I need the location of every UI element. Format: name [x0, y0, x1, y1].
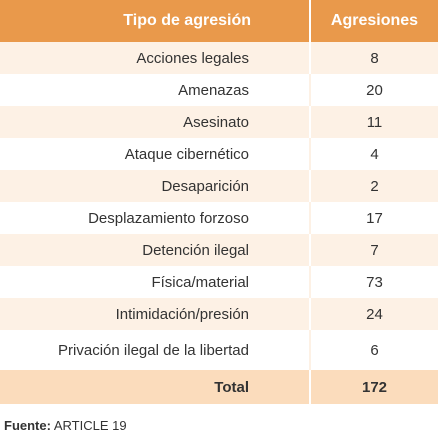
aggression-count: 6 [309, 330, 438, 370]
table-row: Asesinato 11 [0, 106, 438, 138]
source-note: Fuente: ARTICLE 19 [4, 418, 127, 433]
aggression-count: 20 [309, 74, 438, 106]
aggression-count: 8 [309, 42, 438, 74]
aggression-count: 24 [309, 298, 438, 330]
header-row: Tipo de agresión Agresiones [0, 0, 438, 42]
table-row: Ataque cibernético 4 [0, 138, 438, 170]
table-row: Amenazas 20 [0, 74, 438, 106]
aggression-type: Desaparición [0, 170, 310, 202]
table-body: Acciones legales 8 Amenazas 20 Asesinato 11 At… [0, 42, 438, 404]
table-row: Detención ilegal 7 [0, 234, 438, 266]
table-row: Intimidación/presión 24 [0, 298, 438, 330]
total-label: Total [0, 370, 310, 404]
table-row: Privación ilegal de la libertad 6 [0, 330, 438, 370]
aggression-type: Acciones legales [0, 42, 310, 74]
table-row: Desplazamiento forzoso 17 [0, 202, 438, 234]
aggression-type: Asesinato [0, 106, 310, 138]
source-text: ARTICLE 19 [53, 418, 127, 433]
header-cell: Tipo de agresión [0, 0, 310, 42]
aggression-count: 11 [309, 106, 438, 138]
source-label: Fuente: [4, 418, 51, 433]
header-cell: Agresiones [309, 0, 438, 42]
aggression-count: 4 [309, 138, 438, 170]
aggression-table: Tipo de agresión Agresiones Acciones leg… [0, 0, 438, 404]
aggression-count: 73 [309, 266, 438, 298]
table-row: Desaparición 2 [0, 170, 438, 202]
aggression-type: Detención ilegal [0, 234, 310, 266]
aggression-count: 2 [309, 170, 438, 202]
aggression-type: Amenazas [0, 74, 310, 106]
aggression-type: Intimidación/presión [0, 298, 310, 330]
table-row: Acciones legales 8 [0, 42, 438, 74]
aggression-type: Física/material [0, 266, 310, 298]
aggression-count: 7 [309, 234, 438, 266]
aggression-count: 17 [309, 202, 438, 234]
table-row: Física/material 73 [0, 266, 438, 298]
aggression-type: Privación ilegal de la libertad [0, 330, 310, 370]
total-value: 172 [309, 370, 438, 404]
aggression-type: Ataque cibernético [0, 138, 310, 170]
total-row: Total 172 [0, 370, 438, 404]
aggression-type: Desplazamiento forzoso [0, 202, 310, 234]
